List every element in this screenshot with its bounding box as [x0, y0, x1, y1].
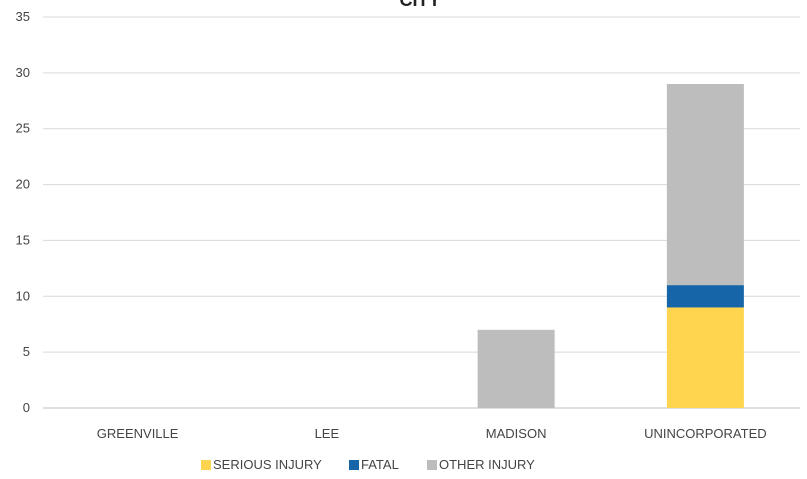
legend-item: OTHER INJURY [427, 457, 535, 472]
y-axis-ticks: 0 5 10 15 20 25 30 35 [16, 9, 30, 415]
bar-segment [666, 307, 744, 408]
bar-segment [666, 285, 744, 308]
y-tick-label: 10 [16, 288, 30, 303]
chart-title: CITY [399, 0, 440, 10]
legend-swatch [201, 460, 211, 470]
gridlines [43, 16, 800, 409]
legend-label: FATAL [361, 457, 399, 472]
bars [477, 84, 744, 408]
x-tick-label: UNINCORPORATED [644, 426, 767, 441]
legend-label: SERIOUS INJURY [213, 457, 322, 472]
legend-swatch [427, 460, 437, 470]
legend: SERIOUS INJURY FATAL OTHER INJURY [201, 457, 535, 472]
x-tick-label: MADISON [486, 426, 547, 441]
x-tick-label: GREENVILLE [97, 426, 179, 441]
y-tick-label: 25 [16, 121, 30, 136]
y-tick-label: 0 [23, 400, 30, 415]
y-tick-label: 5 [23, 344, 30, 359]
legend-item: SERIOUS INJURY [201, 457, 322, 472]
x-tick-label: LEE [315, 426, 340, 441]
y-tick-label: 35 [16, 9, 30, 24]
legend-label: OTHER INJURY [439, 457, 535, 472]
bar-segment [477, 329, 555, 408]
bar-segment [666, 84, 744, 286]
y-tick-label: 15 [16, 232, 30, 247]
legend-item: FATAL [349, 457, 399, 472]
legend-swatch [349, 460, 359, 470]
x-axis-ticks: GREENVILLE LEE MADISON UNINCORPORATED [97, 426, 767, 441]
y-tick-label: 20 [16, 177, 30, 192]
y-tick-label: 30 [16, 65, 30, 80]
